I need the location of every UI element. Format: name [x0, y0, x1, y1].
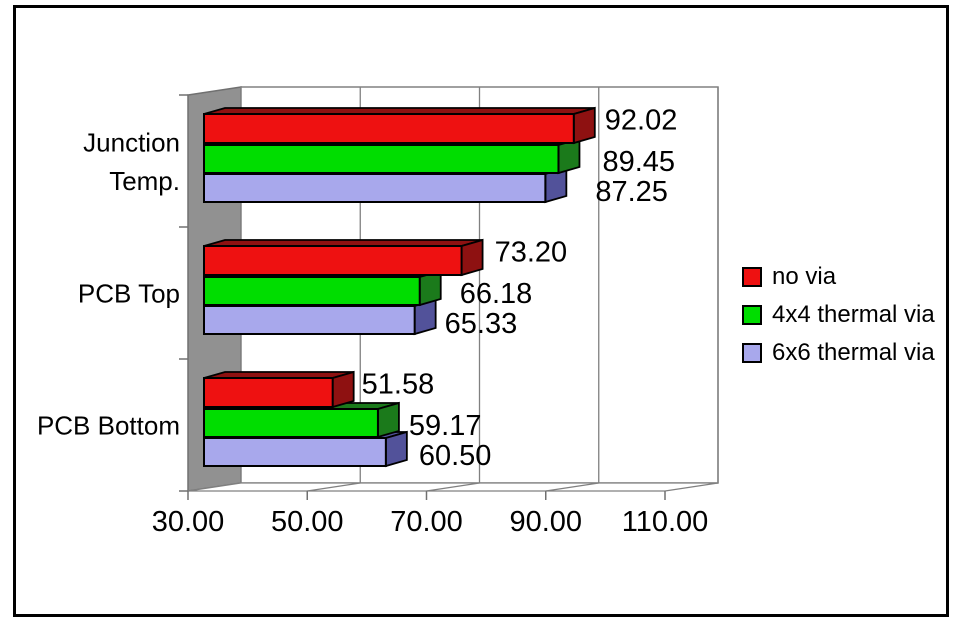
- bar-6x6-thermal-via-pcb-bottom: [203, 437, 387, 467]
- bar-no-via-junction-temp: [203, 113, 575, 144]
- category-label-pcb-bottom: PCB Bottom: [37, 411, 180, 441]
- x-tick-label-50: 50.00: [271, 506, 344, 538]
- data-label-no-via-pcb-bottom: 51.58: [362, 369, 435, 401]
- floor-tick-50: [307, 482, 361, 492]
- legend: no via 4x4 thermal via 6x6 thermal via: [742, 258, 935, 372]
- category-label-junction-temp: Junction: [83, 127, 180, 157]
- bar-no-via-pcb-top: [203, 245, 463, 276]
- data-label-6x6-thermal-via-junction-temp: 87.25: [595, 176, 668, 208]
- data-label-6x6-thermal-via-pcb-top: 65.33: [445, 308, 518, 340]
- data-label-4x4-thermal-via-pcb-bottom: 59.17: [409, 410, 482, 442]
- legend-label-4x4-thermal-via: 4x4 thermal via: [772, 301, 935, 328]
- bar-6x6-thermal-via-junction-temp: [203, 173, 547, 203]
- floor-tick-90: [545, 482, 599, 492]
- legend-swatch-no-via: [742, 267, 762, 287]
- bar-4x4-thermal-via-pcb-bottom: [203, 408, 379, 438]
- x-tick-label-110: 110.00: [622, 506, 709, 538]
- data-label-6x6-thermal-via-pcb-bottom: 60.50: [419, 440, 492, 472]
- legend-swatch-6x6-thermal-via: [742, 343, 762, 363]
- data-label-4x4-thermal-via-junction-temp: 89.45: [602, 146, 675, 178]
- bar-cap-no-via-pcb-top: [460, 238, 484, 277]
- data-label-no-via-junction-temp: 92.02: [605, 105, 678, 137]
- bar-6x6-thermal-via-pcb-top: [203, 305, 416, 335]
- bar-cap-no-via-pcb-bottom: [331, 370, 355, 409]
- bar-cap-no-via-junction-temp: [572, 106, 596, 145]
- bar-cap-4x4-thermal-via-pcb-bottom: [377, 401, 400, 439]
- category-label-junction-temp: Temp.: [109, 166, 180, 196]
- legend-item-4x4-thermal-via: 4x4 thermal via: [742, 296, 935, 334]
- category-label-pcb-top: PCB Top: [78, 279, 180, 309]
- bar-4x4-thermal-via-junction-temp: [203, 144, 560, 174]
- legend-label-6x6-thermal-via: 6x6 thermal via: [772, 339, 935, 366]
- legend-item-6x6-thermal-via: 6x6 thermal via: [742, 334, 935, 372]
- x-tick-label-90: 90.00: [509, 506, 582, 538]
- bar-cap-6x6-thermal-via-pcb-bottom: [384, 430, 408, 468]
- legend-item-no-via: no via: [742, 258, 935, 296]
- legend-swatch-4x4-thermal-via: [742, 305, 762, 325]
- bar-no-via-pcb-bottom: [203, 377, 334, 408]
- data-label-no-via-pcb-top: 73.20: [495, 237, 568, 269]
- bar-cap-4x4-thermal-via-pcb-top: [418, 269, 442, 307]
- floor-tick-70: [426, 482, 480, 492]
- x-tick-label-30: 30.00: [152, 506, 225, 538]
- data-label-4x4-thermal-via-pcb-top: 66.18: [460, 278, 533, 310]
- bar-4x4-thermal-via-pcb-top: [203, 276, 421, 306]
- bar-cap-4x4-thermal-via-junction-temp: [557, 137, 581, 175]
- x-tick-label-70: 70.00: [390, 506, 463, 538]
- legend-label-no-via: no via: [772, 263, 837, 290]
